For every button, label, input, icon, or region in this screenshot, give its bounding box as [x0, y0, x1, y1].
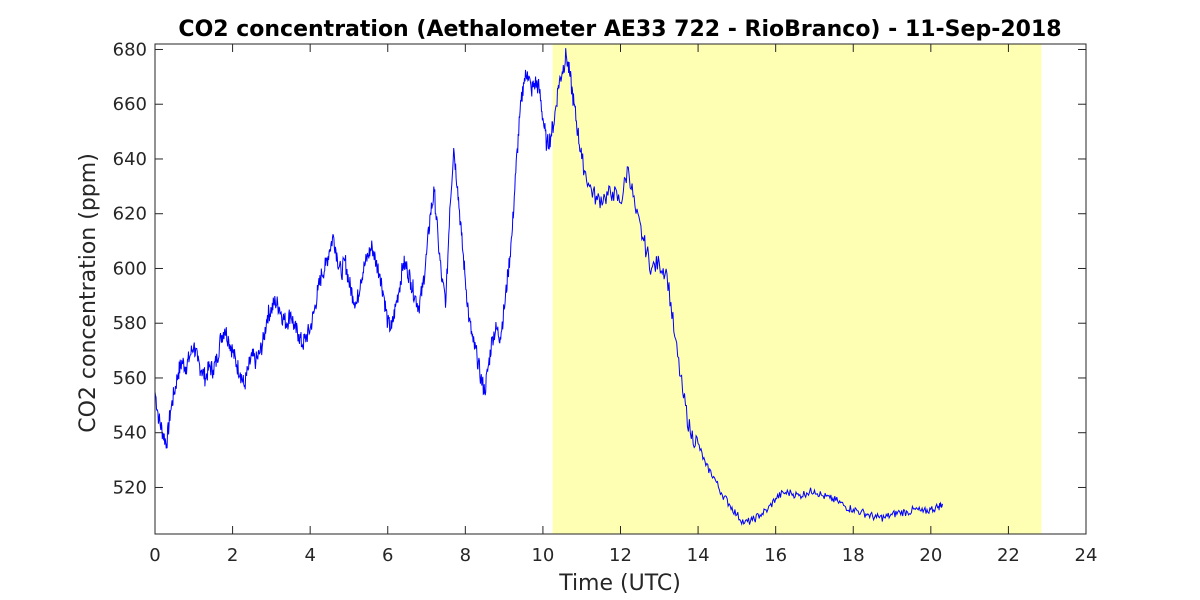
y-axis-ticks: 520 540 560 580 600 620 640 660 680: [113, 39, 1086, 498]
x-tick-label: 4: [304, 545, 315, 566]
y-axis-label: CO2 concentration (ppm): [76, 153, 101, 433]
y-tick-label: 620: [113, 204, 147, 225]
chart-title: CO2 concentration (Aethalometer AE33 722…: [178, 17, 1061, 42]
x-axis-label: Time (UTC): [558, 571, 681, 596]
y-tick-label: 560: [113, 368, 147, 389]
x-tick-label: 22: [997, 545, 1020, 566]
plot-area: 0 2 4 6 8 10 12 14 16 18 20 22 24 520540560580600620…: [113, 39, 1098, 566]
x-tick-label: 20: [919, 545, 942, 566]
y-tick-label: 660: [113, 94, 147, 115]
x-tick-label: 6: [382, 545, 393, 566]
y-tick-label: 520: [113, 477, 147, 498]
x-tick-label: 24: [1075, 545, 1098, 566]
x-tick-label: 12: [609, 545, 632, 566]
y-tick-label: 580: [113, 313, 147, 334]
x-tick-label: 2: [227, 545, 238, 566]
y-tick-label: 600: [113, 258, 147, 279]
highlight-band: [552, 44, 1042, 534]
x-tick-label: 18: [842, 545, 865, 566]
y-tick-label: 540: [113, 423, 147, 444]
x-tick-label: 16: [764, 545, 787, 566]
x-tick-label: 8: [460, 545, 471, 566]
x-tick-label: 0: [149, 545, 160, 566]
y-tick-label: 640: [113, 149, 147, 170]
x-tick-label: 14: [687, 545, 710, 566]
x-axis-ticks: 0 2 4 6 8 10 12 14 16 18 20 22 24: [149, 44, 1097, 566]
y-tick-label: 680: [113, 39, 147, 60]
x-tick-label: 10: [531, 545, 554, 566]
series-line-co2: [154, 48, 943, 526]
